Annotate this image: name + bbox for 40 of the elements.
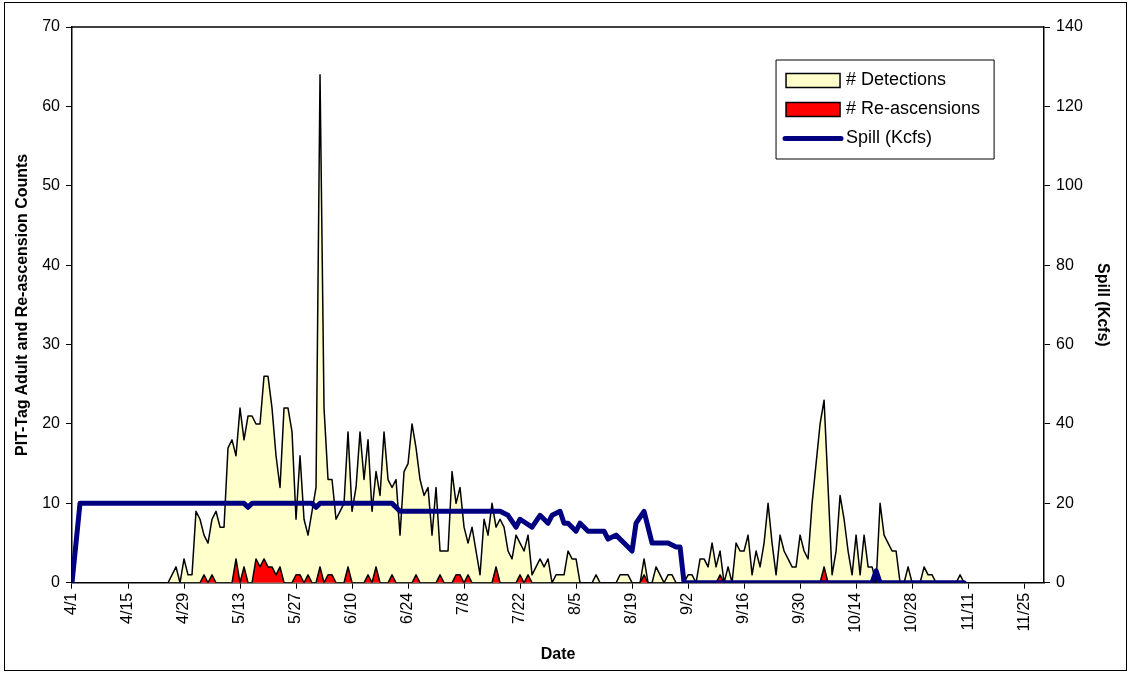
x-tick-label: 9/2 xyxy=(678,592,696,616)
x-tick-label: 7/8 xyxy=(454,592,472,616)
x-tick-label: 11/11 xyxy=(958,592,976,631)
y-tick-label: 20 xyxy=(42,414,61,432)
y-tick-label: 10 xyxy=(42,493,61,511)
y-tick-label: 50 xyxy=(42,176,61,194)
y2-tick-label: 120 xyxy=(1056,96,1083,114)
y-tick-label: 30 xyxy=(42,334,61,352)
y-tick-label: 70 xyxy=(42,17,61,35)
y-tick-label: 40 xyxy=(42,255,61,273)
y2-axis-title: Spill (Kcfs) xyxy=(1094,263,1112,347)
x-tick-label: 5/27 xyxy=(286,592,304,624)
x-tick-label: 10/14 xyxy=(846,592,864,633)
legend-label: Spill (Kcfs) xyxy=(846,127,933,148)
x-tick-label: 6/24 xyxy=(398,592,416,624)
y2-tick-label: 0 xyxy=(1056,573,1066,591)
y-tick-label: 60 xyxy=(42,96,61,114)
x-tick-label: 4/1 xyxy=(62,592,80,616)
y2-tick-label: 60 xyxy=(1056,334,1074,352)
y-tick-label: 0 xyxy=(51,573,61,591)
x-tick-label: 7/22 xyxy=(510,592,528,624)
y2-tick-label: 20 xyxy=(1056,493,1074,511)
legend-label: # Re-ascensions xyxy=(846,98,981,119)
x-tick-label: 4/15 xyxy=(118,592,136,624)
x-tick-label: 8/19 xyxy=(622,592,640,624)
y2-tick-label: 100 xyxy=(1056,176,1083,194)
x-tick-label: 8/5 xyxy=(566,592,584,616)
legend-label: # Detections xyxy=(846,69,947,90)
x-tick-label: 11/25 xyxy=(1014,592,1032,632)
y-axis-title: PIT-Tag Adult and Re-ascension Counts xyxy=(13,153,31,457)
x-tick-label: 10/28 xyxy=(902,592,920,633)
x-tick-label: 9/30 xyxy=(790,592,808,624)
y2-tick-label: 40 xyxy=(1056,414,1074,432)
x-tick-label: 4/29 xyxy=(174,592,192,624)
y2-tick-label: 140 xyxy=(1056,17,1083,35)
y2-tick-label: 80 xyxy=(1056,255,1074,273)
x-tick-label: 5/13 xyxy=(230,592,248,624)
x-tick-label: 9/16 xyxy=(734,592,752,624)
x-axis-title: Date xyxy=(540,644,576,662)
x-tick-label: 6/10 xyxy=(342,592,360,624)
